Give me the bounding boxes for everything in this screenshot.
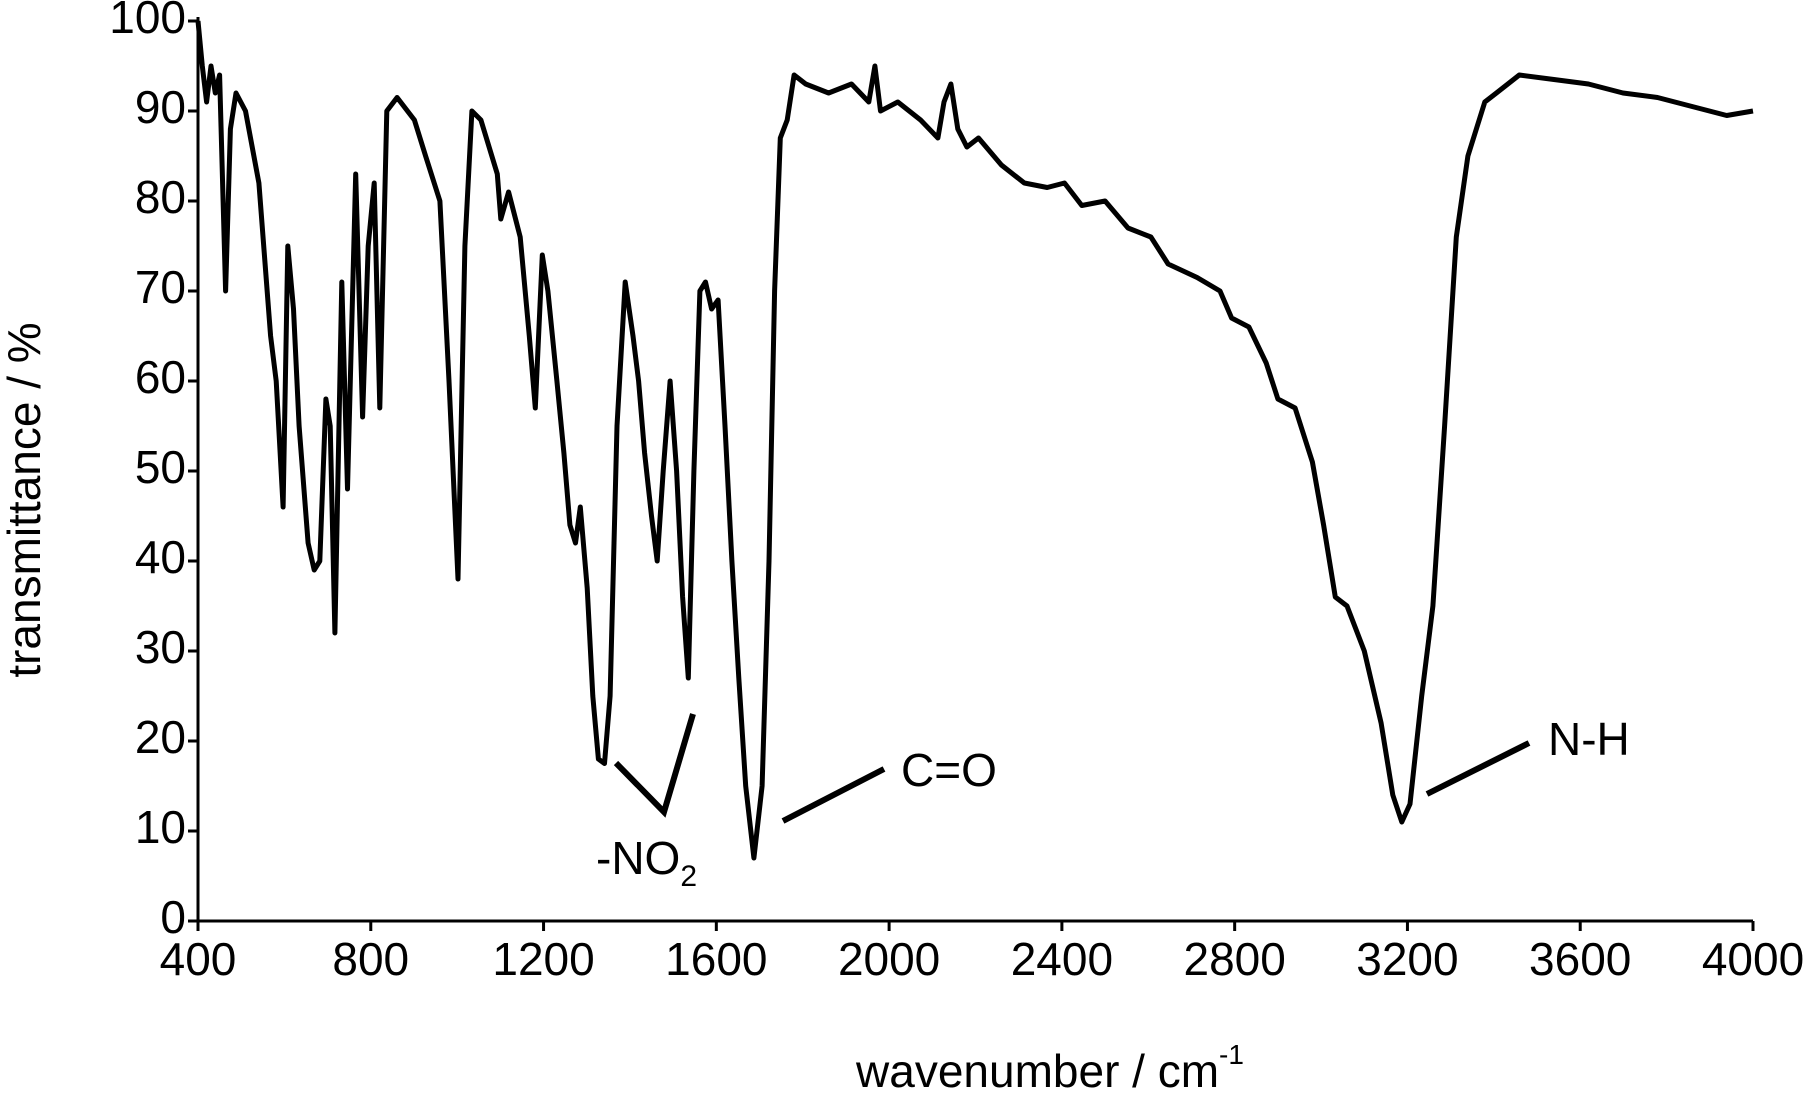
y-tick-label: 40: [135, 531, 186, 583]
annotation-leader: [1425, 740, 1531, 797]
annotation-leader: [781, 766, 886, 824]
x-tick-label: 3600: [1529, 933, 1631, 985]
annotation-leader: [613, 713, 696, 818]
y-tick-label: 100: [109, 0, 186, 43]
annotation-text: -NO: [596, 832, 680, 884]
y-tick-label: 90: [135, 81, 186, 133]
x-tick-label: 4000: [1702, 933, 1804, 985]
annotation: C=O: [901, 744, 997, 796]
y-tick-label: 50: [135, 441, 186, 493]
y-tick-label: 80: [135, 171, 186, 223]
x-tick-label: 800: [332, 933, 409, 985]
annotation: N-H: [1548, 713, 1630, 765]
annotation-text: N-H: [1548, 713, 1630, 765]
x-tick-label: 3200: [1356, 933, 1458, 985]
spectrum-line: [195, 20, 1754, 861]
x-axis-label: wavenumber / cm-1: [855, 1039, 1244, 1097]
y-tick-label: 20: [135, 711, 186, 763]
x-tick-label: 2000: [838, 933, 940, 985]
x-tick-label: 400: [160, 933, 237, 985]
x-tick-label: 1200: [492, 933, 594, 985]
annotation: -NO2: [596, 832, 697, 893]
annotation-text: C=O: [901, 744, 997, 796]
x-tick-label: 2800: [1183, 933, 1285, 985]
y-tick-label: 0: [160, 891, 186, 943]
x-tick-label: 1600: [665, 933, 767, 985]
y-tick-label: 70: [135, 261, 186, 313]
y-tick-label: 60: [135, 351, 186, 403]
x-tick-label: 2400: [1011, 933, 1113, 985]
y-axis-label: transmittance / %: [0, 322, 50, 677]
y-tick-label: 30: [135, 621, 186, 673]
x-axis-label-sup: -1: [1219, 1039, 1244, 1070]
y-tick-label: 10: [135, 801, 186, 853]
x-axis-label-main: wavenumber / cm: [855, 1045, 1219, 1097]
annotation-sub: 2: [680, 860, 697, 893]
